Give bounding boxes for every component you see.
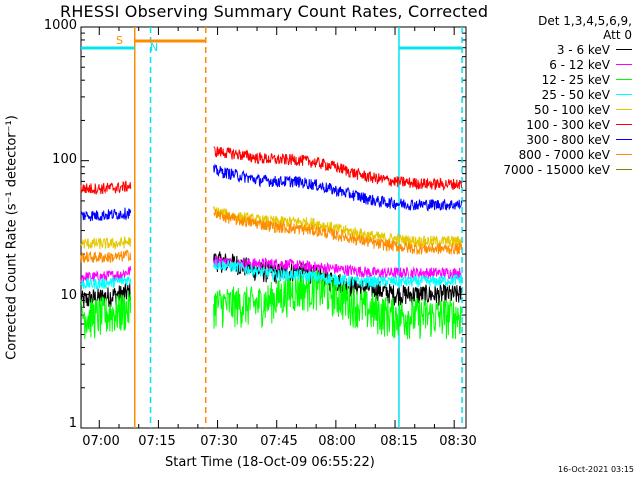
series-line [213, 205, 462, 249]
series-line [80, 275, 132, 290]
legend-item: 50 - 100 keV [534, 102, 632, 117]
x-axis-label: Start Time (18-Oct-09 06:55:22) [165, 455, 375, 470]
chart-title: RHESSI Observing Summary Count Rates, Co… [60, 2, 489, 21]
legend-label: 3 - 6 keV [556, 42, 610, 57]
legend-item: 12 - 25 keV [542, 72, 632, 87]
series-line [80, 283, 132, 308]
series-line [80, 207, 132, 222]
y-tick-label: 1 [68, 416, 77, 431]
x-tick-label: 07:00 [82, 434, 120, 449]
legend-label: 12 - 25 keV [541, 72, 610, 87]
legend-item: 6 - 12 keV [549, 57, 632, 72]
y-tick-label: 1000 [43, 18, 77, 33]
legend-header-line1: Det 1,3,4,5,6,9, [538, 14, 632, 28]
legend-item: 7000 - 15000 keV [503, 162, 632, 177]
x-tick-label: 08:00 [318, 434, 356, 449]
generation-timestamp: 16-Oct-2021 03:15 [558, 465, 634, 474]
legend-swatch [616, 79, 632, 80]
x-tick-label: 08:15 [380, 434, 418, 449]
series-line [213, 259, 463, 288]
y-tick-label: 10 [60, 288, 77, 303]
legend-label: 7000 - 15000 keV [503, 162, 610, 177]
series-line [80, 249, 132, 263]
legend-item: 25 - 50 keV [542, 87, 632, 102]
legend-item: 3 - 6 keV [557, 42, 632, 57]
legend-item: 100 - 300 keV [526, 117, 632, 132]
series-line [213, 269, 463, 340]
x-tick-label: 07:15 [138, 434, 176, 449]
series-line [80, 266, 132, 283]
legend-label: 50 - 100 keV [533, 102, 610, 117]
legend-swatch [616, 139, 632, 140]
y-axis-label: Corrected Count Rate (s⁻¹ detector⁻¹) [4, 115, 20, 360]
legend-label: 300 - 800 keV [526, 132, 610, 147]
legend-swatch [616, 169, 632, 170]
series-line [213, 146, 463, 192]
x-tick-label: 07:30 [200, 434, 238, 449]
x-tick-label: 08:30 [439, 434, 477, 449]
flag-s-label: S [116, 34, 123, 47]
plot-frame [80, 26, 467, 429]
series-line [80, 236, 132, 251]
legend-item: 300 - 800 keV [526, 132, 632, 147]
legend-label: 6 - 12 keV [549, 57, 610, 72]
legend-header-line2: Att 0 [603, 28, 632, 42]
legend-swatch [616, 49, 632, 50]
series-line [213, 251, 462, 306]
series-line [213, 209, 463, 255]
legend-swatch [616, 94, 632, 95]
legend-swatch [616, 109, 632, 110]
legend-item: 800 - 7000 keV [519, 147, 632, 162]
legend-swatch [616, 64, 632, 65]
flag-n-label: N [150, 41, 159, 54]
series-line [80, 180, 132, 195]
series-line [80, 290, 132, 340]
legend-label: 25 - 50 keV [541, 87, 610, 102]
x-tick-label: 07:45 [260, 434, 298, 449]
series-line [213, 255, 463, 280]
legend-label: 100 - 300 keV [526, 117, 610, 132]
legend-swatch [616, 154, 632, 155]
legend-swatch [616, 124, 632, 125]
series-line [213, 163, 463, 212]
legend-label: 800 - 7000 keV [518, 147, 610, 162]
y-tick-label: 100 [52, 152, 77, 167]
